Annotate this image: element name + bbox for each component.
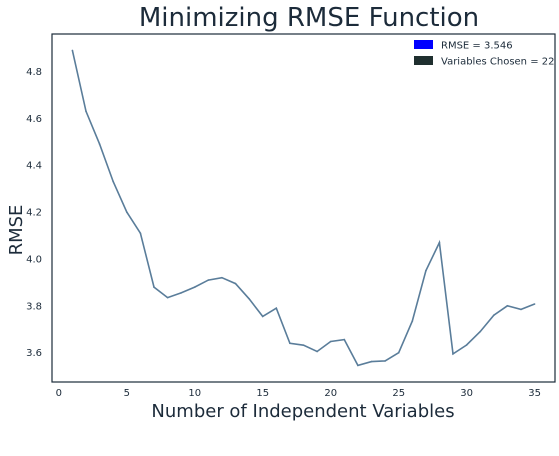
data-point <box>166 296 169 299</box>
y-tick-label: 3.6 <box>26 348 42 359</box>
data-point <box>316 350 318 353</box>
data-point <box>452 353 454 355</box>
x-tick-label: 5 <box>124 388 130 399</box>
data-point <box>506 305 509 307</box>
x-tick-labels: 0 5 10 15 20 25 30 35 <box>56 388 541 399</box>
x-tick-label: 0 <box>56 388 62 399</box>
data-point <box>411 320 414 322</box>
y-tick-label: 4.4 <box>26 161 42 172</box>
x-tick-label: 35 <box>528 388 541 399</box>
data-point <box>479 330 482 333</box>
y-axis-label: RMSE <box>6 205 27 256</box>
legend: RMSE = 3.546 Variables Chosen = 22 <box>414 40 554 68</box>
data-point <box>357 364 359 367</box>
y-tick-label: 4.6 <box>26 114 42 125</box>
y-tick-labels: 3.6 3.8 4.0 4.2 4.4 4.6 4.8 <box>26 67 42 359</box>
data-point <box>261 315 264 318</box>
legend-label: Variables Chosen = 22 <box>441 57 554 68</box>
data-point <box>126 211 128 213</box>
x-axis-label: Number of Independent Variables <box>151 401 454 422</box>
chart-title: Minimizing RMSE Function <box>139 3 479 33</box>
data-point <box>234 282 237 285</box>
data-point <box>370 360 373 363</box>
data-point <box>275 307 278 310</box>
data-point <box>438 241 441 244</box>
y-tick-label: 4.8 <box>26 67 42 78</box>
series-layer <box>71 49 536 367</box>
data-point <box>193 286 196 288</box>
y-tick-label: 3.8 <box>26 301 42 312</box>
data-point <box>98 143 101 145</box>
data-point <box>180 292 182 294</box>
x-tick-label: 20 <box>324 388 337 399</box>
data-point <box>520 308 522 311</box>
data-point <box>289 342 291 345</box>
legend-swatch <box>414 40 433 49</box>
data-point <box>533 303 536 305</box>
data-point <box>302 344 305 347</box>
data-point <box>221 276 223 279</box>
x-tick-label: 15 <box>256 388 269 399</box>
data-point <box>493 314 495 317</box>
data-point <box>384 360 386 362</box>
plot-area-frame <box>51 33 556 383</box>
data-point <box>465 344 468 346</box>
data-point <box>397 351 400 354</box>
legend-label: RMSE = 3.546 <box>441 41 513 52</box>
data-point <box>343 338 346 341</box>
data-point <box>153 286 155 288</box>
data-point <box>207 279 210 281</box>
data-point <box>112 180 114 183</box>
data-point <box>425 269 427 272</box>
y-tick-label: 4.0 <box>26 255 42 266</box>
y-tick-label: 4.2 <box>26 208 42 219</box>
data-point <box>85 110 87 113</box>
data-point <box>139 232 142 234</box>
data-point <box>329 340 332 343</box>
x-tick-label: 10 <box>188 388 201 399</box>
data-point <box>248 298 250 300</box>
legend-swatch <box>414 56 433 65</box>
x-tick-label: 25 <box>392 388 405 399</box>
x-tick-label: 30 <box>460 388 473 399</box>
data-point <box>71 49 74 52</box>
